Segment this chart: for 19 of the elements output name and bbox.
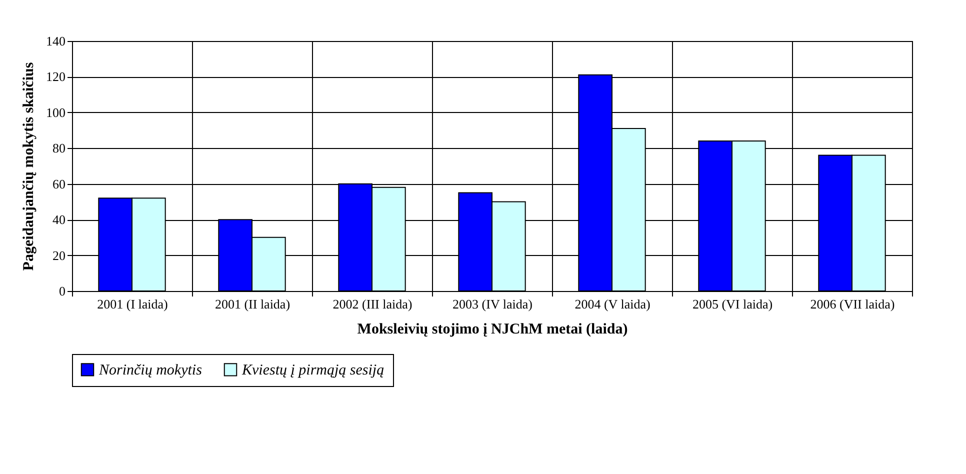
legend-label: Norinčių mokytis	[98, 362, 202, 379]
x-tick-label: 2002 (III laida)	[332, 296, 412, 312]
y-tick-label: 100	[46, 104, 66, 120]
x-tick-label: 2004 (V laida)	[574, 296, 650, 312]
y-axis-title: Pageidaujančių mokytis skaičius	[21, 62, 37, 271]
y-tick-label: 60	[52, 176, 66, 192]
y-tick-label: 80	[52, 140, 66, 156]
x-tick-label: 2003 (IV laida)	[452, 296, 532, 312]
y-tick-label: 20	[52, 248, 66, 263]
x-tick-label: 2006 (VII laida)	[810, 296, 895, 312]
x-tick-label: 2001 (II laida)	[214, 296, 290, 312]
y-tick-label: 120	[46, 69, 66, 84]
y-tick-label: 140	[46, 34, 66, 48]
x-tick-label: 2001 (I laida)	[97, 296, 168, 312]
y-tick-label: 40	[52, 212, 66, 228]
legend-label: Kviestų į pirmąją sesiją	[241, 362, 384, 379]
x-axis-title: Moksleivių stojimo į NJChM metai (laida)	[357, 322, 628, 338]
x-tick-label: 2005 (VI laida)	[692, 296, 773, 312]
y-tick-label: 0	[59, 284, 66, 298]
